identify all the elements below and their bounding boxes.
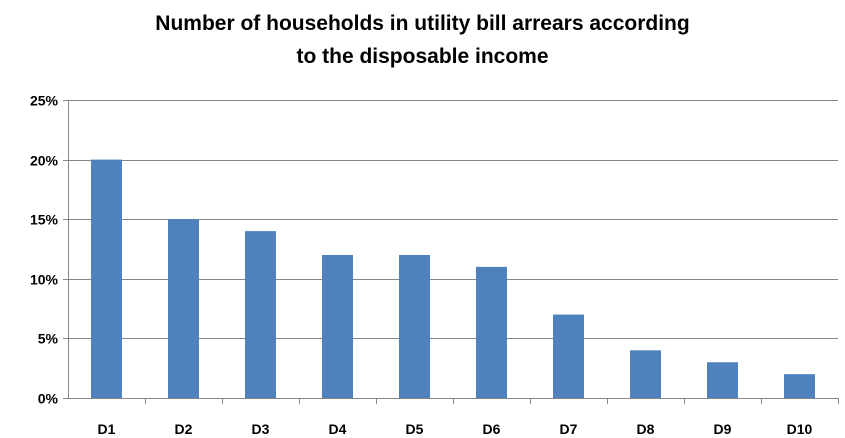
bar-d3 [245,231,276,398]
x-tick-label: D1 [98,421,116,437]
x-tick-label: D2 [175,421,193,437]
axes [63,100,839,404]
bar-d8 [630,350,661,398]
y-tick-label: 5% [38,331,59,347]
x-tick-label: D7 [560,421,578,437]
chart-title-line-1: Number of households in utility bill arr… [155,12,690,35]
y-tick-label: 0% [38,391,59,407]
x-tick-label: D4 [329,421,347,437]
x-tick-label: D10 [787,421,813,437]
chart-title-line-2: to the disposable income [296,45,549,68]
bar-d2 [168,219,199,398]
bar-d9 [707,362,738,398]
bar-d4 [322,254,353,398]
x-tick-label: D8 [637,421,655,437]
x-tick-label: D9 [714,421,732,437]
y-tick-label: 10% [30,272,59,288]
y-tick-label: 20% [30,153,59,169]
bar-d5 [399,254,430,398]
y-tick-label: 25% [30,93,59,109]
x-tick-label: D3 [252,421,270,437]
bar-d1 [91,159,122,398]
tick-labels: 0% 5% 10% 15% 20% 25% D1 D2 D3 D4 D5 D6 D7 D8 D9 D10 [30,93,813,438]
bars [91,159,815,398]
bar-d10 [784,374,815,398]
x-tick-label: D6 [483,421,501,437]
y-tick-label: 15% [30,212,59,228]
bar-d6 [476,266,507,398]
bar-d7 [553,314,584,398]
x-tick-label: D5 [406,421,424,437]
